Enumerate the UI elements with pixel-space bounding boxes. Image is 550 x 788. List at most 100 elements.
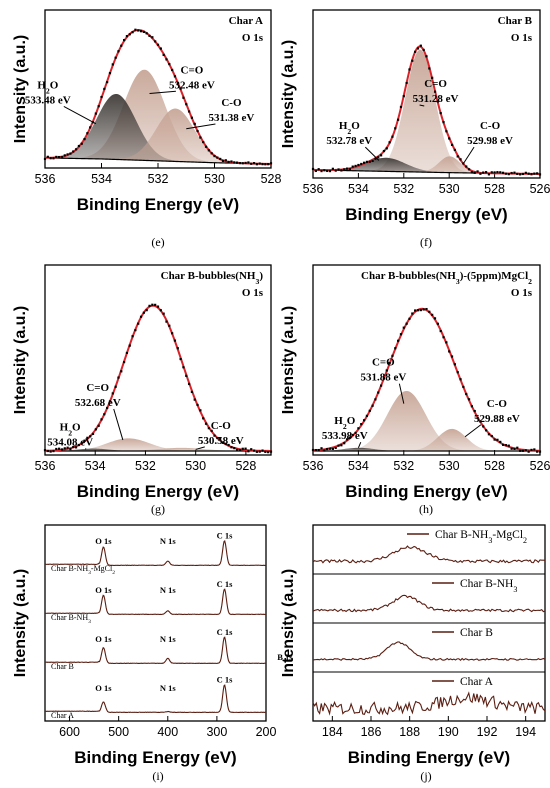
x-tick-label: 536: [35, 172, 56, 186]
data-point: [60, 155, 64, 159]
data-point: [314, 448, 317, 452]
peak-label: 532.78 eV: [326, 135, 372, 147]
data-point: [428, 310, 431, 313]
x-tick-label: 528: [484, 459, 505, 473]
data-point: [55, 155, 58, 159]
data-point: [499, 171, 502, 174]
x-tick-label: 188: [399, 725, 420, 739]
peak-C-O: [45, 447, 271, 451]
data-point: [397, 118, 400, 121]
x-tick-label: 536: [303, 182, 324, 196]
survey-spectrum: [44, 588, 267, 616]
data-point: [450, 143, 454, 146]
peak-label: C-O: [487, 398, 508, 410]
data-point: [388, 362, 391, 365]
data-point: [49, 450, 52, 453]
data-point: [241, 447, 244, 450]
peak-label: B 1s: [277, 652, 293, 662]
data-point: [448, 350, 451, 353]
data-point: [210, 152, 213, 155]
panel-j: 184 186 188 190 192 194 Binding Energy (eV) Int…: [280, 524, 546, 767]
data-point: [258, 450, 261, 453]
data-point: [496, 171, 499, 174]
data-point: [411, 312, 414, 315]
peak-label: 531.88 eV: [360, 372, 406, 384]
data-point: [58, 155, 61, 159]
plot-frame: [44, 264, 272, 456]
data-point: [89, 435, 92, 438]
peak-C-O: [45, 108, 271, 164]
data-point: [504, 444, 508, 447]
data-point: [207, 427, 210, 430]
data-point: [137, 322, 140, 325]
peak-C=O: [45, 438, 271, 451]
panel-caption: (i): [152, 769, 163, 783]
peak-label: O 1s: [95, 634, 112, 644]
x-tick-label: 200: [256, 725, 277, 739]
peak-label: 531.38 eV: [209, 112, 255, 124]
panel-title-line: Char B: [498, 15, 533, 27]
data-point: [487, 433, 491, 436]
x-axis-label: Binding Energy (eV): [345, 205, 507, 224]
data-point: [411, 59, 414, 62]
data-point: [521, 449, 525, 452]
data-point: [453, 363, 456, 366]
data-point: [159, 47, 162, 50]
data-point: [439, 111, 442, 115]
data-point: [162, 312, 165, 315]
data-point: [125, 35, 129, 38]
data-point: [465, 392, 468, 396]
data-point: [476, 416, 479, 420]
data-point: [445, 130, 448, 133]
data-point: [536, 450, 539, 453]
data-point: [72, 445, 75, 449]
data-point: [405, 81, 408, 85]
data-point: [261, 163, 264, 166]
data-point: [465, 165, 468, 168]
data-point: [267, 163, 270, 166]
x-tick-label: 530: [204, 172, 225, 186]
data-point: [391, 354, 394, 357]
data-point: [453, 148, 456, 151]
data-point: [527, 172, 530, 175]
data-point: [473, 171, 476, 174]
data-point: [255, 450, 258, 453]
data-point: [55, 447, 58, 451]
data-point: [326, 169, 329, 173]
x-tick-label: 536: [303, 459, 324, 473]
data-point: [46, 155, 49, 158]
data-point: [202, 417, 205, 420]
data-point: [408, 68, 411, 71]
peak-callout-line: [84, 448, 87, 450]
data-point: [216, 436, 219, 440]
peak-label: N 1s: [160, 585, 177, 595]
data-point: [224, 442, 227, 445]
panel-title-line: Char A: [229, 15, 263, 27]
data-point: [536, 172, 539, 175]
data-point: [108, 400, 112, 403]
data-point: [261, 449, 264, 452]
data-point: [490, 434, 493, 438]
y-axis-label: Intensity (a.u.): [12, 35, 29, 143]
b1s-spectrum: [312, 641, 546, 661]
data-point: [114, 56, 117, 59]
data-point: [433, 317, 437, 320]
data-point: [97, 105, 100, 108]
peak-callout-line: [462, 146, 475, 165]
data-point: [470, 405, 473, 408]
data-point: [66, 446, 69, 449]
data-point: [187, 382, 191, 386]
data-point: [533, 172, 536, 175]
data-point: [354, 164, 357, 168]
data-point: [360, 423, 363, 426]
data-point: [499, 440, 502, 443]
data-point: [326, 447, 329, 451]
data-point: [513, 447, 516, 450]
data-point: [402, 326, 405, 329]
data-point: [487, 173, 491, 176]
data-point: [77, 443, 80, 447]
data-point: [224, 159, 227, 162]
data-point: [269, 450, 273, 453]
data-point: [250, 162, 253, 165]
